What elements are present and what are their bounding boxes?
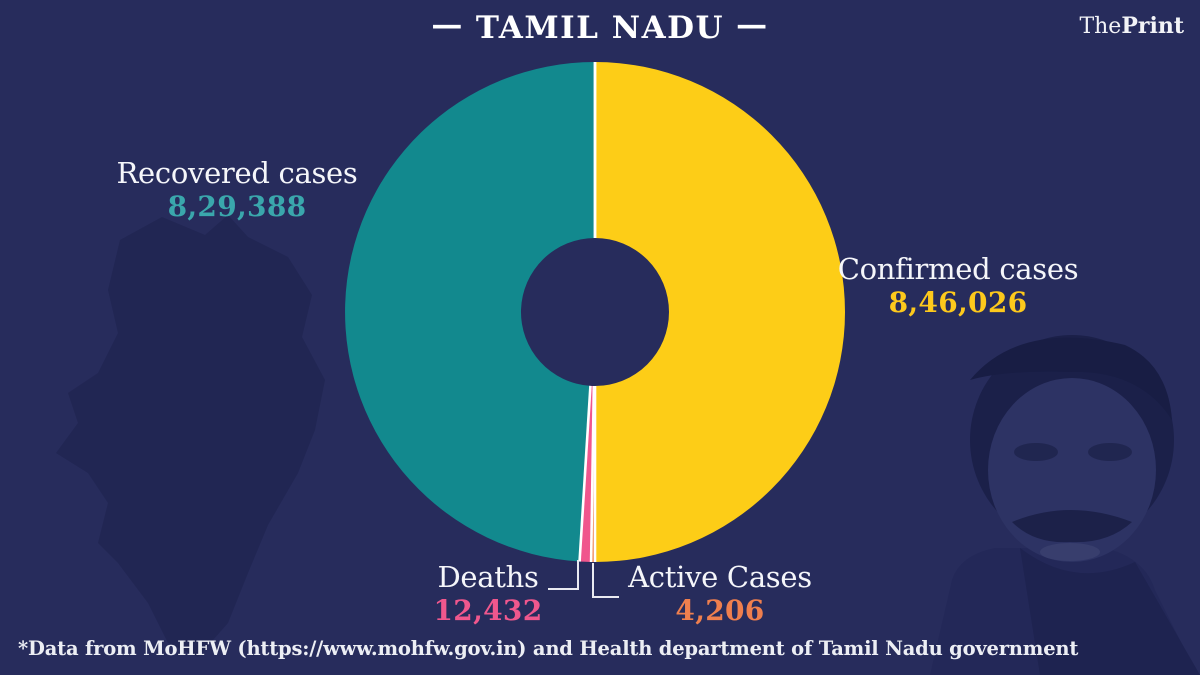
confirmed-label: Confirmed cases xyxy=(837,252,1079,286)
active-value: 4,206 xyxy=(675,594,765,627)
title-dash-right: — xyxy=(736,7,769,43)
recovered-value: 8,29,388 xyxy=(167,190,307,223)
deaths-value: 12,432 xyxy=(433,594,543,627)
recovered-callout: Recovered cases 8,29,388 xyxy=(116,156,357,224)
active-label: Active Cases xyxy=(628,560,812,594)
active-callout: Active Cases 4,206 xyxy=(628,560,812,628)
theprint-logo: ThePrint xyxy=(1079,13,1184,39)
brand-print: Print xyxy=(1121,13,1184,39)
deaths-callout: Deaths 12,432 xyxy=(434,560,543,628)
confirmed-callout: Confirmed cases 8,46,026 xyxy=(838,252,1079,320)
brand-the: The xyxy=(1079,14,1122,39)
slice-separator xyxy=(589,385,596,562)
header-title: — TAMIL NADU — xyxy=(0,7,1200,46)
confirmed-value: 8,46,026 xyxy=(888,286,1028,319)
deaths-label: Deaths xyxy=(437,560,539,594)
page-title: TAMIL NADU xyxy=(475,10,725,46)
title-dash-left: — xyxy=(431,7,464,43)
slice-separator xyxy=(578,385,592,562)
confirmed-cases-slice xyxy=(595,62,845,562)
recovered-label: Recovered cases xyxy=(116,156,358,190)
source-note: *Data from MoHFW (https://www.mohfw.gov.… xyxy=(18,637,1079,660)
recovered-cases-slice xyxy=(345,62,595,562)
